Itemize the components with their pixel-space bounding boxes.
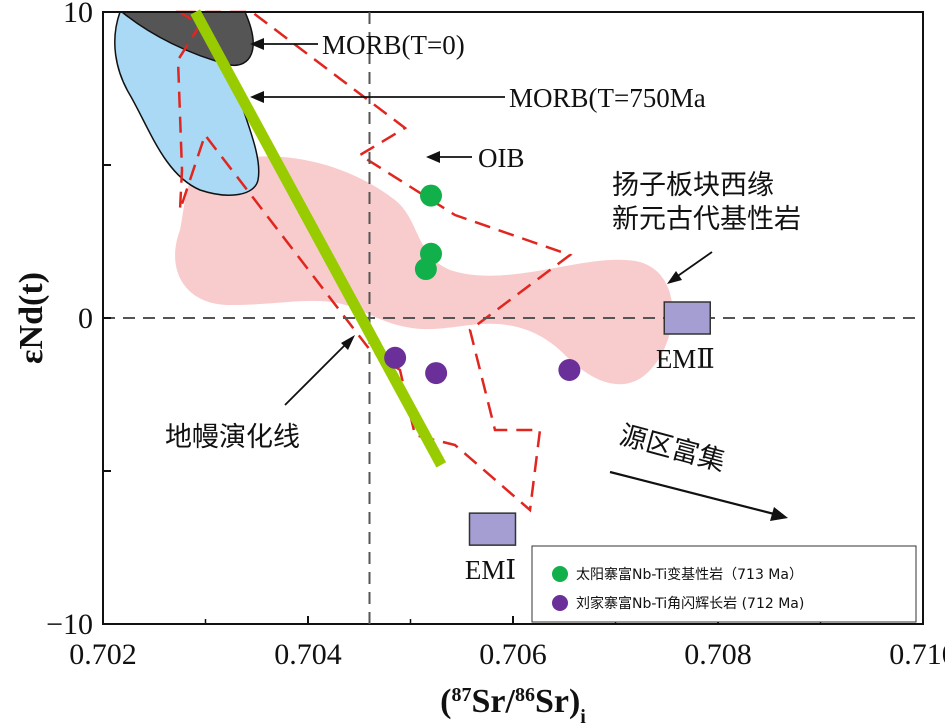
data-point-series-1 [425,362,448,385]
y-axis-title: εNd(t) [13,272,50,364]
label-oib: OIB [478,143,525,173]
data-point-series-1 [558,359,581,382]
legend-label-1: 刘家寨富Nb-Ti角闪辉长岩 (712 Ma) [576,595,804,612]
end-member-box-1 [468,512,517,546]
x-tick-label: 0.710 [889,638,945,671]
legend-marker-1 [552,595,568,611]
x-axis-title: (87Sr/86Sr)i [440,683,586,724]
end-member-label-0: EMⅡ [656,344,715,374]
x-tick-label: 0.706 [479,638,547,671]
label-yangtze-1: 扬子板块西缘 [612,170,774,201]
label-yangtze-2: 新元古代基性岩 [612,204,801,235]
oib-field [175,10,573,513]
x-tick-label: 0.708 [684,638,752,671]
annotations: MORB(T=0) MORB(T=750Ma OIB 扬子板块西缘 新元古代基性… [165,30,801,521]
data-point-series-1 [384,346,407,369]
mantle-evolution-line [190,9,447,468]
label-mantle-line: 地幔演化线 [165,422,300,453]
y-tick-label: −10 [46,608,93,641]
legend: 太阳寨富Nb-Ti变基性岩（713 Ma） 刘家寨富Nb-Ti角闪辉长岩 (71… [531,545,917,623]
x-tick-label: 0.702 [69,638,137,671]
legend-label-0: 太阳寨富Nb-Ti变基性岩（713 Ma） [576,566,803,583]
data-point-series-0 [414,258,437,281]
y-tick-label: 0 [78,302,93,335]
data-point-series-0 [420,184,442,207]
y-tick-label: 10 [63,0,93,29]
legend-marker-0 [552,566,568,582]
label-morb-0: MORB(T=0) [322,30,465,60]
end-member-label-1: EMⅠ [465,555,516,585]
label-morb-750: MORB(T=750Ma [509,83,706,113]
label-enrichment: 源区富集 [616,420,728,478]
x-tick-label: 0.704 [274,638,342,671]
legend-box [531,545,917,623]
end-member-box-0 [663,301,711,335]
